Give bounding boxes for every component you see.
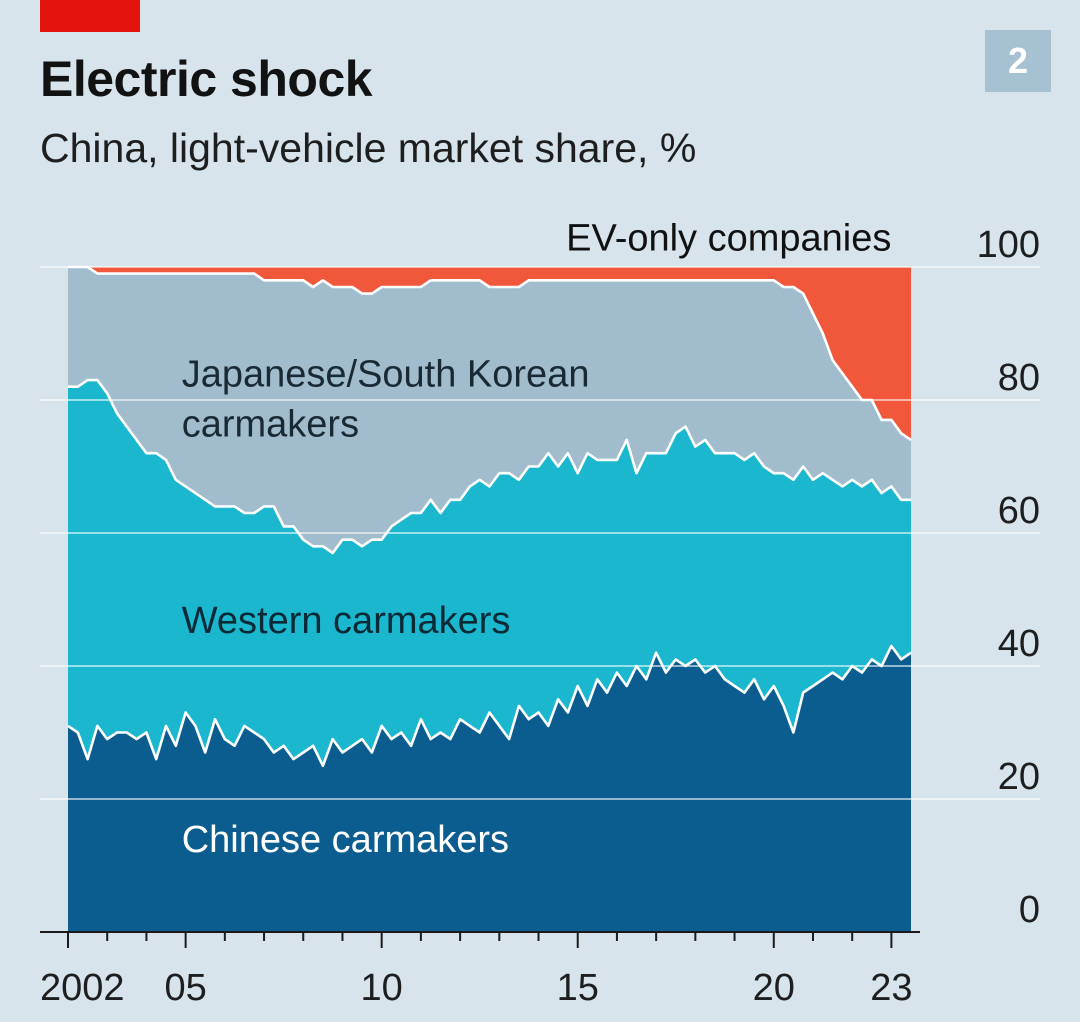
area-japanese-south-korean-carmakers xyxy=(68,267,911,553)
y-tick-label-20: 20 xyxy=(998,756,1040,798)
area-western-carmakers xyxy=(68,380,911,766)
y-tick-label-100: 100 xyxy=(977,224,1040,266)
series-label-1: Western carmakers xyxy=(182,600,511,642)
chart-number-badge: 2 xyxy=(985,30,1051,92)
y-tick-label-0: 0 xyxy=(1019,889,1040,931)
x-tick-label-15: 15 xyxy=(557,967,599,1009)
area-ev-only-companies xyxy=(68,267,911,440)
y-tick-label-80: 80 xyxy=(998,357,1040,399)
x-axis-ticks xyxy=(67,932,893,948)
series-label-0: Chinese carmakers xyxy=(182,819,509,861)
boundary-lines xyxy=(67,265,912,768)
page-subtitle: China, light-vehicle market share, % xyxy=(40,125,697,171)
x-tick-label-05: 05 xyxy=(164,967,206,1009)
x-tick-label-10: 10 xyxy=(361,967,403,1009)
boundary-line-chinese-carmakers xyxy=(67,644,912,768)
area-chinese-carmakers xyxy=(68,646,911,932)
brand-red-tab xyxy=(40,0,140,32)
series-label-4: EV-only companies xyxy=(566,217,891,259)
page-title: Electric shock xyxy=(40,51,373,107)
y-axis-labels: 0 20 40 60 80 100 xyxy=(977,224,1040,931)
x-tick-label-20: 20 xyxy=(753,967,795,1009)
area-layers xyxy=(68,267,911,932)
boundary-line-japanese-south-korean-carmakers xyxy=(68,265,912,441)
boundary-line-western-carmakers xyxy=(68,378,911,555)
x-axis-labels: 2002 05 10 15 20 23 xyxy=(40,967,913,1009)
gridlines xyxy=(40,266,1040,800)
x-tick-label-23: 23 xyxy=(870,967,912,1009)
x-tick-label-2002: 2002 xyxy=(40,967,125,1009)
series-label-2: Japanese/South Korean xyxy=(182,354,590,396)
y-tick-label-60: 60 xyxy=(998,490,1040,532)
y-tick-label-40: 40 xyxy=(998,623,1040,665)
series-labels: Chinese carmakers Western carmakers Japane… xyxy=(182,217,892,861)
series-label-3: carmakers xyxy=(182,404,359,446)
